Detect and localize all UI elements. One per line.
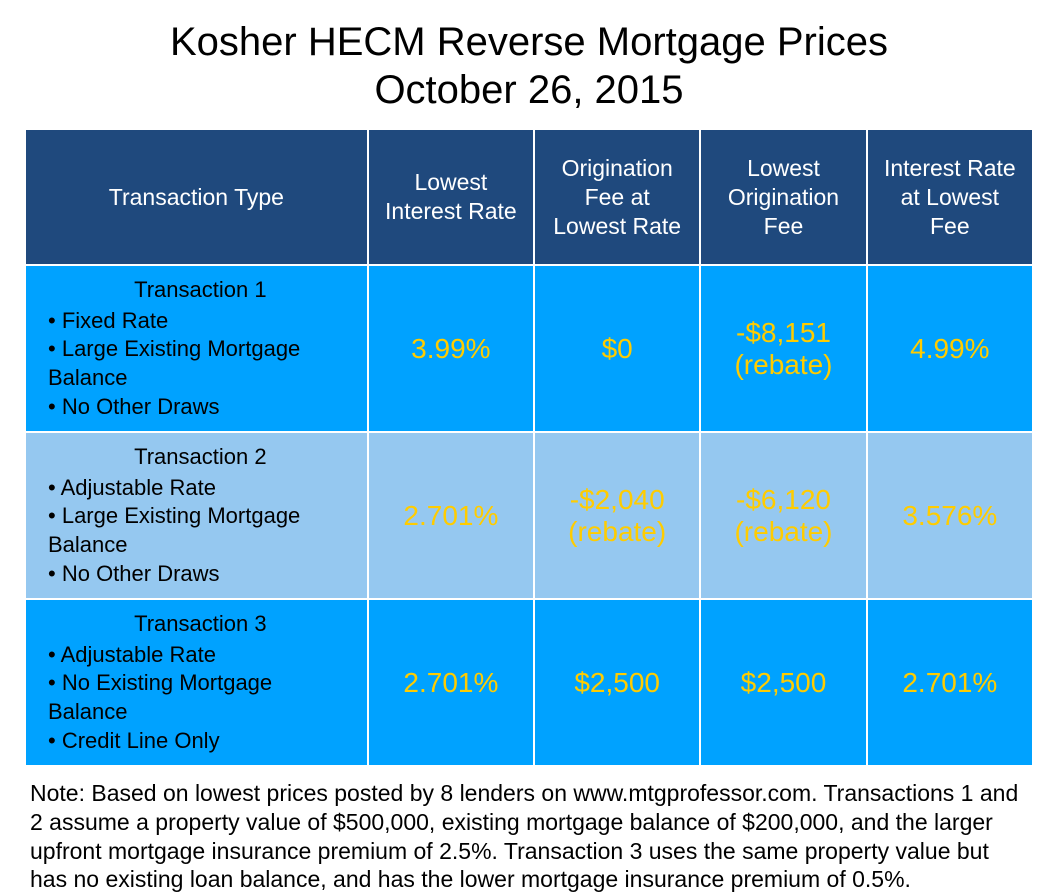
table-row: Transaction 2 • Adjustable Rate • Large … <box>25 432 1033 599</box>
cell-lowest-rate: 3.99% <box>368 265 534 432</box>
table-row: Transaction 1 • Fixed Rate • Large Exist… <box>25 265 1033 432</box>
transaction-type-cell: Transaction 3 • Adjustable Rate • No Exi… <box>25 599 368 766</box>
footnote: Note: Based on lowest prices posted by 8… <box>24 779 1034 894</box>
cell-lowest-rate: 2.701% <box>368 599 534 766</box>
transaction-title: Transaction 3 <box>48 610 353 639</box>
cell-lowest-orig-fee: $2,500 <box>700 599 866 766</box>
title-line-1: Kosher HECM Reverse Mortgage Prices <box>170 20 888 64</box>
col-header-origination-fee-at-lowest-rate: Origination Fee at Lowest Rate <box>534 129 700 265</box>
cell-lowest-orig-fee: -$6,120 (rebate) <box>700 432 866 599</box>
col-header-interest-rate-at-lowest-fee: Interest Rate at Lowest Fee <box>867 129 1033 265</box>
page-title: Kosher HECM Reverse Mortgage Prices Octo… <box>24 18 1034 114</box>
bullet-item: • Fixed Rate <box>48 307 353 336</box>
transaction-type-cell: Transaction 1 • Fixed Rate • Large Exist… <box>25 265 368 432</box>
cell-rate-at-lowest-fee: 3.576% <box>867 432 1033 599</box>
cell-rate-at-lowest-fee: 4.99% <box>867 265 1033 432</box>
bullet-item: • Adjustable Rate <box>48 474 353 503</box>
bullet-item: • No Other Draws <box>48 560 353 589</box>
col-header-transaction-type: Transaction Type <box>25 129 368 265</box>
transaction-title: Transaction 1 <box>48 276 353 305</box>
bullet-item: • Credit Line Only <box>48 727 353 756</box>
cell-orig-fee-at-lowest-rate: $0 <box>534 265 700 432</box>
col-header-lowest-origination-fee: Lowest Origination Fee <box>700 129 866 265</box>
transaction-type-cell: Transaction 2 • Adjustable Rate • Large … <box>25 432 368 599</box>
bullet-item: • No Existing Mortgage Balance <box>48 669 353 726</box>
prices-table: Transaction Type Lowest Interest Rate Or… <box>24 128 1034 767</box>
title-line-2: October 26, 2015 <box>374 68 683 112</box>
bullet-item: • Adjustable Rate <box>48 641 353 670</box>
transaction-bullets: • Adjustable Rate • Large Existing Mortg… <box>48 474 353 588</box>
bullet-item: • Large Existing Mortgage Balance <box>48 335 353 392</box>
col-header-lowest-interest-rate: Lowest Interest Rate <box>368 129 534 265</box>
cell-lowest-orig-fee: -$8,151 (rebate) <box>700 265 866 432</box>
transaction-bullets: • Fixed Rate • Large Existing Mortgage B… <box>48 307 353 421</box>
cell-rate-at-lowest-fee: 2.701% <box>867 599 1033 766</box>
transaction-bullets: • Adjustable Rate • No Existing Mortgage… <box>48 641 353 755</box>
cell-lowest-rate: 2.701% <box>368 432 534 599</box>
header-row: Transaction Type Lowest Interest Rate Or… <box>25 129 1033 265</box>
cell-orig-fee-at-lowest-rate: -$2,040 (rebate) <box>534 432 700 599</box>
transaction-title: Transaction 2 <box>48 443 353 472</box>
cell-orig-fee-at-lowest-rate: $2,500 <box>534 599 700 766</box>
bullet-item: • No Other Draws <box>48 393 353 422</box>
bullet-item: • Large Existing Mortgage Balance <box>48 502 353 559</box>
table-row: Transaction 3 • Adjustable Rate • No Exi… <box>25 599 1033 766</box>
